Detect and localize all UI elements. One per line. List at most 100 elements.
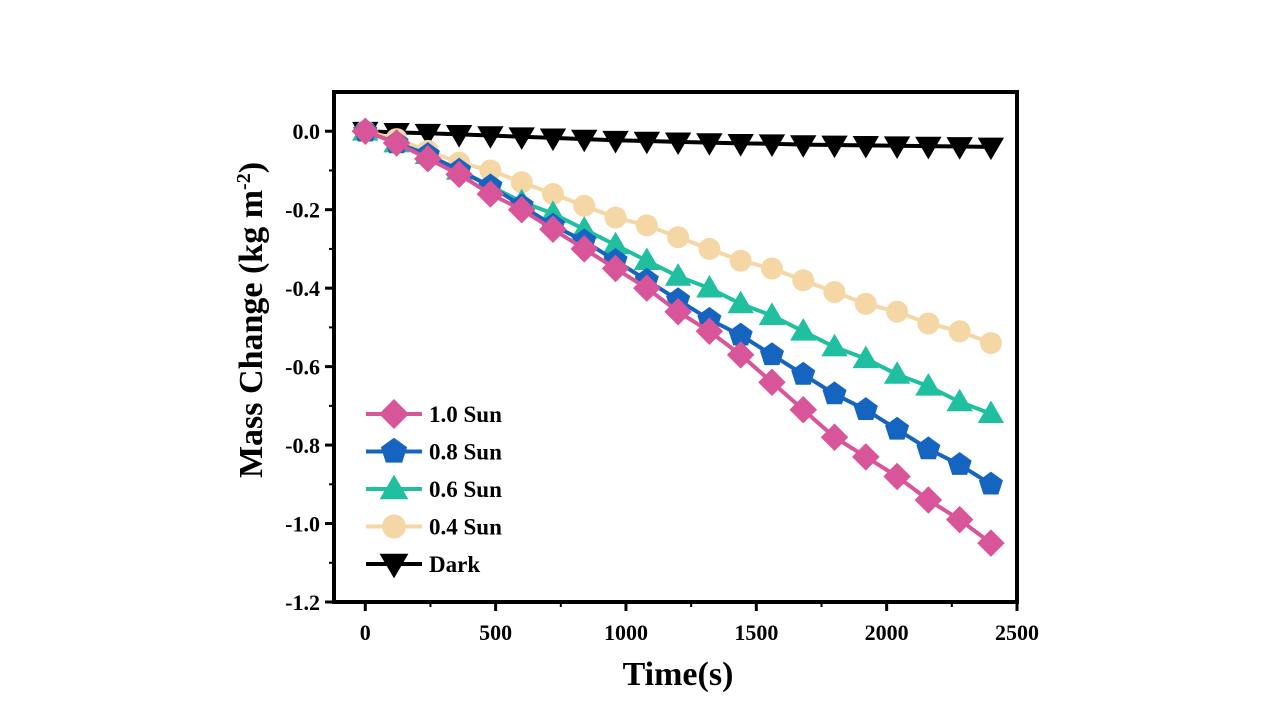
data-point-dark [915,136,942,160]
y-tick-label: -1.2 [285,590,320,615]
data-point-0-6-sun [727,290,754,314]
data-point-dark [946,137,973,160]
data-point-0-6-sun [790,318,817,341]
data-point-dark [727,134,754,157]
data-point-1-0-sun [726,341,755,369]
data-point-0-4-sun [510,171,533,194]
data-point-0-4-sun [886,300,909,323]
data-point-1-0-sun [351,117,380,145]
data-point-0-8-sun [978,471,1003,495]
data-point-0-4-sun [479,159,502,182]
legend-marker-0-8-sun [380,437,408,463]
data-point-0-4-sun [823,281,846,304]
data-point-1-0-sun [445,160,473,189]
data-point-dark [477,126,504,149]
legend-label: 1.0 Sun [429,402,502,427]
data-point-0-6-sun [946,388,973,412]
data-point-1-0-sun [507,195,536,224]
data-point-dark [602,130,629,154]
y-axis-title: Mass Change (kg m-2) [233,162,270,478]
x-tick-label: 0 [360,620,371,645]
legend-item-0-6-sun: 0.6 Sun [366,474,502,502]
data-point-0-4-sun [917,312,940,335]
legend-marker-0-4-sun [382,514,406,539]
data-point-0-4-sun [698,237,721,260]
data-point-0-6-sun [758,302,786,325]
legend-item-0-8-sun: 0.8 Sun [366,437,502,465]
plot-series [351,117,1005,557]
y-tick-label: -0.8 [285,433,320,458]
x-tick-label: 2000 [865,620,909,645]
data-point-dark [758,134,786,157]
legend-item-1-0-sun: 1.0 Sun [366,399,502,429]
legend-marker-1-0-sun [379,399,409,429]
data-point-1-0-sun [414,144,442,173]
data-point-0-6-sun [696,274,723,298]
data-point-0-4-sun [541,183,564,205]
data-point-dark [539,128,567,152]
data-point-dark [414,123,442,147]
data-point-dark [664,132,692,156]
data-point-0-8-sun [822,381,847,405]
data-point-dark [571,129,598,153]
data-point-dark [821,135,848,159]
data-point-0-6-sun [852,345,880,369]
x-tick-label: 1000 [604,620,648,645]
data-point-0-4-sun [854,292,877,315]
legend-item-dark: Dark [366,552,480,579]
data-point-dark [508,127,535,150]
data-point-0-4-sun [760,257,783,280]
y-axis-title-main: Mass Change (kg m [233,190,270,478]
y-tick-label: -1.0 [285,512,320,537]
legend-marker-dark [379,553,409,579]
data-point-1-0-sun [852,443,880,471]
data-point-1-0-sun [914,486,943,514]
data-point-0-8-sun [759,342,784,366]
series-dark [352,121,1005,161]
x-tick-label: 1500 [734,620,778,645]
y-tick-label: -0.6 [285,355,320,380]
x-tick-label: 2500 [995,620,1039,645]
data-point-0-8-sun [791,361,816,385]
data-point-0-8-sun [916,436,941,460]
legend: 1.0 Sun 0.8 Sun 0.6 Sun 0.4 Sun Dark [366,399,502,579]
y-tick-label: -0.2 [285,198,320,223]
data-point-1-0-sun [977,529,1005,557]
series-1-0-sun [351,117,1005,557]
data-point-0-4-sun [979,332,1002,355]
data-point-0-6-sun [539,200,567,223]
legend-label: 0.8 Sun [429,440,502,465]
data-point-0-6-sun [977,400,1005,424]
data-point-1-0-sun [820,423,849,451]
data-point-dark [633,131,661,155]
data-point-0-4-sun [604,206,627,229]
data-point-1-0-sun [758,368,786,397]
data-point-0-6-sun [883,361,911,384]
legend-label: Dark [429,552,480,577]
legend-label: 0.6 Sun [429,477,502,502]
data-point-1-0-sun [476,180,505,208]
data-point-0-6-sun [571,216,598,239]
data-point-0-4-sun [729,249,752,272]
data-point-1-0-sun [570,235,599,263]
data-point-0-4-sun [635,214,658,237]
data-point-1-0-sun [633,274,661,302]
data-point-1-0-sun [664,297,692,326]
data-point-dark [977,137,1005,161]
data-point-0-4-sun [792,269,815,292]
data-point-0-8-sun [947,452,972,475]
data-point-0-4-sun [573,194,596,217]
data-point-1-0-sun [695,317,724,346]
data-point-0-6-sun [633,247,661,271]
data-point-1-0-sun [883,462,911,491]
data-point-0-8-sun [728,322,753,346]
data-point-dark [790,135,817,158]
y-axis-title-close: ) [233,162,270,173]
data-point-dark [852,136,880,159]
legend-marker-0-6-sun [379,474,409,500]
data-point-dark [883,136,911,159]
x-tick-label: 500 [479,620,512,645]
data-point-dark [445,125,473,148]
x-axis-title: Time(s) [623,656,734,693]
legend-label: 0.4 Sun [429,515,502,540]
